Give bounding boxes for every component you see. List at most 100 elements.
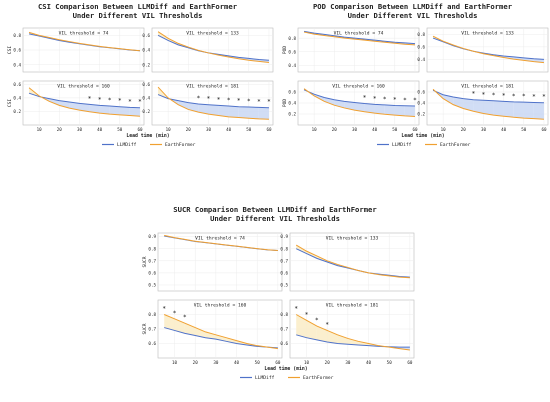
y-tick-label: 0.7	[148, 258, 156, 263]
significance-star: *	[383, 96, 387, 103]
significance-star: *	[162, 306, 166, 313]
fill-between	[195, 327, 206, 338]
x-tick-label: 60	[407, 360, 413, 365]
significance-star: *	[413, 97, 417, 104]
panel-4: * * * * VIL threshold = 181 0.6 0.7 0.8 10 20 30 40…	[280, 299, 415, 365]
panel-2: VIL threshold = 133 0.4 0.6 0.8	[417, 27, 549, 73]
series-line-earthformer	[28, 31, 141, 52]
series-line-earthformer	[28, 87, 141, 117]
y-tick-label: 0.2	[417, 112, 425, 117]
series-line-llmdiff	[28, 92, 140, 109]
x-axis-label: Lead time (min)	[126, 133, 169, 139]
legend-label-earthformer: EarthFormer	[440, 142, 471, 148]
x-tick-label: 60	[266, 127, 272, 132]
significance-star: *	[237, 98, 241, 105]
panel-subtitle: VIL threshold = 74	[59, 31, 109, 37]
series-line-llmdiff	[432, 37, 545, 60]
y-axis-label: SUCR	[142, 323, 148, 334]
chart-subtitle: Under Different VIL Thresholds	[73, 11, 203, 20]
series-line-llmdiff	[432, 89, 544, 104]
x-tick-label: 60	[137, 127, 143, 132]
x-tick-label: 10	[441, 127, 447, 132]
series-line-earthformer	[432, 88, 544, 120]
fill-between	[258, 107, 269, 120]
fill-between	[364, 103, 375, 114]
x-tick-label: 10	[37, 127, 43, 132]
fill-between	[248, 107, 259, 119]
series-line-earthformer	[157, 31, 270, 63]
x-tick-label: 60	[275, 360, 281, 365]
significance-star: *	[257, 98, 261, 105]
y-tick-label: 0.9	[280, 234, 288, 239]
fill-between	[503, 101, 514, 118]
panel-2: VIL threshold = 133 0.2 0.4 0.6	[142, 27, 274, 73]
significance-star: *	[502, 92, 506, 99]
significance-star: *	[173, 310, 177, 317]
y-tick-label: 0.6	[288, 49, 296, 54]
x-tick-label: 20	[193, 360, 199, 365]
significance-star: *	[532, 93, 536, 100]
y-tick-label: 0.5	[148, 283, 156, 288]
fill-between	[129, 107, 140, 117]
y-axis-label: POD	[282, 46, 288, 55]
x-tick-label: 20	[332, 127, 338, 132]
series-line-earthformer	[303, 88, 415, 117]
fill-between	[344, 101, 355, 111]
significance-star: *	[482, 91, 486, 98]
panel-subtitle: VIL threshold = 160	[194, 303, 247, 309]
x-tick-label: 40	[372, 127, 378, 132]
x-tick-label: 30	[345, 360, 351, 365]
fill-between	[184, 323, 196, 336]
significance-star: *	[138, 99, 142, 106]
fill-between	[296, 245, 307, 254]
significance-star: *	[403, 97, 407, 104]
fill-between	[404, 105, 415, 117]
y-tick-label: 0.2	[142, 109, 150, 114]
y-tick-label: 0.6	[288, 90, 296, 95]
y-tick-label: 0.8	[417, 32, 425, 37]
legend-label-earthformer: EarthFormer	[303, 375, 334, 381]
y-tick-label: 0.6	[280, 341, 288, 346]
series-line-llmdiff	[164, 327, 278, 349]
significance-star: *	[512, 93, 516, 100]
significance-star: *	[108, 97, 112, 104]
y-tick-label: 0.6	[142, 82, 150, 87]
panel-2: VIL threshold = 133 0.5 0.6 0.7 0.8 0.9	[280, 232, 415, 292]
panel-3: * * * * * * VIL threshold = 160 0.2 0.4 0.6 10 20 30…	[7, 80, 145, 132]
x-tick-label: 40	[501, 127, 507, 132]
significance-star: *	[393, 96, 397, 103]
sucr-chart: SUCR Comparison Between LLMDiff and Eart…	[142, 205, 415, 381]
significance-star: *	[118, 98, 122, 105]
y-axis-label: CSI	[7, 46, 13, 55]
panel-subtitle: VIL threshold = 74	[195, 236, 245, 242]
legend-label-llmdiff: LLMDiff	[117, 142, 137, 148]
series-line-earthformer	[295, 314, 410, 351]
x-tick-label: 10	[312, 127, 318, 132]
series-line-llmdiff	[303, 30, 416, 45]
significance-star: *	[128, 98, 132, 105]
panel-subtitle: VIL threshold = 160	[332, 84, 385, 90]
fill-between	[354, 102, 365, 112]
x-tick-label: 10	[304, 360, 310, 365]
chart-title: CSI Comparison Between LLMDiff and Earth…	[38, 2, 238, 11]
fill-between	[523, 102, 534, 119]
pod-chart: POD Comparison Between LLMDiff and Earth…	[282, 2, 549, 148]
y-tick-label: 0.9	[148, 234, 156, 239]
fill-between	[69, 101, 80, 111]
y-tick-label: 0.5	[280, 283, 288, 288]
fill-between	[59, 100, 70, 109]
fill-between	[215, 334, 227, 342]
x-tick-label: 30	[481, 127, 487, 132]
panel-3: * * * VIL threshold = 160 0.6 0.7 0.8 10 20 30 40 5…	[142, 299, 283, 365]
y-axis-label: SUCR	[142, 256, 148, 267]
y-tick-label: 0.8	[288, 36, 296, 41]
x-tick-label: 40	[226, 127, 232, 132]
y-axis-label: POD	[282, 99, 288, 108]
series-line-earthformer	[157, 86, 269, 120]
fill-between	[473, 99, 484, 114]
x-tick-label: 10	[166, 127, 172, 132]
significance-star: *	[267, 99, 271, 106]
significance-star: *	[183, 314, 187, 321]
significance-star: *	[315, 317, 319, 324]
